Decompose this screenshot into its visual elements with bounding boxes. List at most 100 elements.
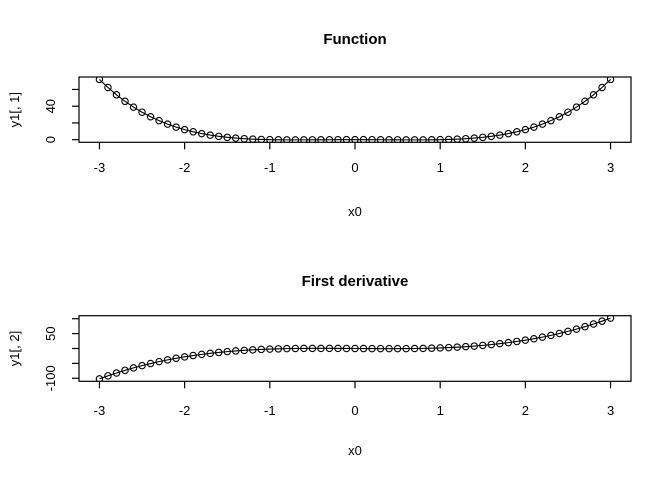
panel-function-series — [95, 77, 615, 143]
data-point — [257, 345, 266, 354]
data-point — [504, 338, 513, 347]
y-tick-label: 50 — [43, 326, 58, 340]
data-point — [121, 97, 129, 106]
data-point — [385, 344, 393, 353]
x-tick-label: -3 — [94, 403, 106, 418]
data-point — [172, 123, 180, 131]
data-point — [155, 116, 163, 125]
data-point — [146, 112, 155, 121]
data-point — [470, 342, 479, 350]
data-point — [444, 135, 453, 143]
data-point — [427, 344, 436, 352]
x-tick-label: 1 — [437, 160, 444, 175]
data-point — [334, 344, 342, 353]
data-point — [410, 136, 419, 143]
data-point — [359, 135, 368, 143]
data-point — [291, 344, 300, 353]
x-tick-label: 2 — [522, 403, 529, 418]
data-point — [606, 315, 615, 322]
data-point — [95, 77, 104, 84]
data-point — [351, 135, 359, 143]
data-point — [572, 103, 581, 111]
data-point — [453, 343, 461, 351]
data-point — [180, 125, 189, 134]
data-point — [427, 136, 436, 143]
x-tick-label: 3 — [607, 403, 614, 418]
data-point — [155, 357, 163, 366]
data-point — [555, 329, 564, 338]
data-point — [359, 344, 368, 353]
data-point — [138, 361, 146, 370]
data-point — [231, 134, 240, 142]
data-point — [453, 135, 461, 143]
data-point — [547, 116, 555, 125]
panel-function-y-axis-label: y1[, 1] — [7, 92, 22, 127]
panel-function: Function y1[, 1] x0 -3 -2 -1 0 1 2 3 0 40 — [7, 31, 632, 219]
data-point — [104, 372, 112, 380]
data-point — [419, 136, 427, 143]
data-point — [461, 342, 470, 351]
data-point — [598, 83, 606, 92]
data-point — [538, 333, 547, 341]
data-point — [538, 120, 547, 128]
x-tick-label: -2 — [179, 160, 191, 175]
x-tick-label: -2 — [179, 403, 191, 418]
data-point — [308, 136, 317, 143]
data-point — [291, 136, 300, 143]
series-line — [99, 317, 611, 380]
y-tick-label: 0 — [43, 136, 58, 143]
data-point — [138, 108, 146, 116]
y-tick-label: -100 — [43, 365, 58, 391]
data-point — [283, 136, 291, 143]
data-point — [521, 336, 530, 344]
data-point — [530, 334, 538, 343]
panel-first-derivative: First derivative y1[, 2] x0 -3 -2 -1 0 1 2 3 -1… — [7, 273, 632, 458]
data-point — [393, 344, 402, 353]
data-point — [223, 133, 231, 142]
panel-first-derivative-axes: -3 -2 -1 0 1 2 3 -100 50 — [43, 318, 614, 418]
data-point — [274, 345, 283, 353]
data-point — [240, 346, 249, 355]
panel-first-derivative-y-axis-label: y1[, 2] — [7, 331, 22, 366]
data-point — [470, 134, 479, 142]
data-point — [393, 136, 402, 143]
data-point — [479, 133, 487, 142]
panel-first-derivative-x-axis-label: x0 — [348, 443, 362, 458]
x-tick-label: 3 — [607, 160, 614, 175]
x-tick-label: 1 — [437, 403, 444, 418]
data-point — [206, 131, 214, 139]
x-tick-label: 0 — [351, 160, 358, 175]
data-point — [223, 347, 231, 356]
data-point — [419, 344, 427, 353]
data-point — [555, 112, 564, 121]
data-point — [300, 344, 308, 353]
panel-function-title: Function — [323, 31, 386, 48]
data-point — [530, 123, 538, 131]
data-point — [317, 344, 325, 353]
x-tick-label: 0 — [351, 403, 358, 418]
data-point — [257, 135, 266, 143]
data-point — [368, 344, 376, 353]
panel-function-axes: -3 -2 -1 0 1 2 3 0 40 — [43, 88, 614, 175]
panel-first-derivative-series — [95, 315, 615, 382]
data-point — [325, 344, 334, 353]
data-point — [146, 359, 155, 368]
data-point — [461, 134, 470, 143]
data-point — [496, 131, 504, 139]
panel-function-plot-box — [78, 76, 632, 143]
data-point — [249, 346, 257, 354]
data-point — [189, 128, 197, 136]
data-point — [249, 135, 257, 143]
data-point — [95, 375, 104, 382]
data-point — [206, 349, 214, 358]
data-point — [487, 340, 496, 349]
data-point — [240, 134, 249, 143]
data-point — [410, 344, 419, 353]
data-point — [547, 331, 555, 340]
data-point — [342, 135, 351, 143]
data-point — [496, 339, 504, 348]
data-point — [112, 91, 121, 99]
data-point — [334, 135, 342, 143]
